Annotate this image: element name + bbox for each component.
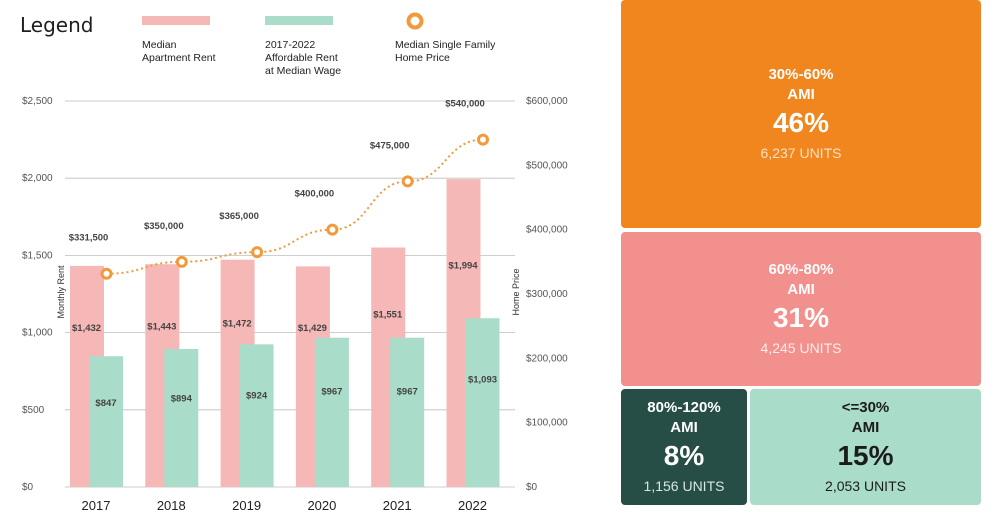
label-afford-2017: $847 — [95, 398, 116, 409]
ami-percent-1: 31% — [772, 302, 830, 333]
legend-label-2-1: Home Price — [395, 52, 450, 64]
y-tick-label-5: $2,500 — [22, 96, 53, 107]
x-tick-label-2018: 2018 — [157, 498, 186, 513]
legend-label-1-2: at Median Wage — [265, 65, 341, 77]
price-label-2020: $400,000 — [295, 189, 335, 200]
ami-tile-3: <=30% AMI 15% 2,053 UNITS — [750, 389, 981, 505]
bar-afford-2021 — [390, 337, 425, 487]
ami-range-2-1: AMI — [670, 419, 698, 436]
x-tick-label-2022: 2022 — [458, 498, 487, 513]
price-point-2022 — [477, 133, 489, 146]
ami-percent-0: 46% — [772, 107, 830, 138]
y-axis-title: Monthly Rent — [56, 265, 66, 319]
x-tick-label-2021: 2021 — [383, 498, 412, 513]
y-tick-label-1: $500 — [22, 405, 45, 416]
ami-units-0: 6,237 UNITS — [760, 145, 842, 161]
bar-afford-2022 — [465, 318, 500, 487]
legend-label-0-1: Apartment Rent — [142, 52, 216, 64]
legend-label-1-0: 2017-2022 — [265, 39, 315, 51]
x-tick-label-2019: 2019 — [232, 498, 261, 513]
label-afford-2019: $924 — [246, 391, 268, 402]
price-point-2017 — [100, 267, 113, 280]
legend-label-1-1: Affordable Rent — [265, 52, 338, 64]
chart-bars — [70, 179, 500, 487]
bar-afford-2019 — [239, 344, 274, 487]
legend-label-2-0: Median Single Family — [395, 39, 496, 51]
label-rent-2022: $1,994 — [449, 260, 479, 271]
legend-marker-0 — [142, 16, 210, 25]
ami-tile-2: 80%-120% AMI 8% 1,156 UNITS — [621, 389, 747, 505]
price-point-2019 — [251, 246, 264, 259]
chart-price-line — [100, 133, 489, 280]
ami-range-0-0: 30%-60% — [768, 66, 834, 83]
chart-labels: $1,432 $847 $1,443 $894 $1,472 $924 $1,429 $967… — [69, 99, 497, 409]
y2-tick-label-6: $600,000 — [526, 96, 568, 107]
chart-axes: $0 $500 $1,000 $1,500 $2,000 $2,500 $0 $100,000… — [22, 96, 568, 513]
price-label-2018: $350,000 — [144, 221, 184, 232]
price-point-2018 — [175, 255, 188, 268]
ami-tile-0: 30%-60% AMI 46% 6,237 UNITS — [621, 0, 981, 228]
ami-percent-2: 8% — [663, 440, 705, 471]
x-tick-label-2017: 2017 — [82, 498, 111, 513]
label-rent-2021: $1,551 — [373, 310, 403, 321]
ami-units-3: 2,053 UNITS — [825, 478, 906, 494]
price-label-2019: $365,000 — [219, 211, 259, 222]
price-label-2021: $475,000 — [370, 140, 410, 151]
label-rent-2018: $1,443 — [147, 322, 176, 333]
ami-units-1: 4,245 UNITS — [760, 340, 842, 356]
y2-axis-title: Home Price — [511, 268, 521, 315]
y2-tick-label-0: $0 — [526, 482, 538, 493]
ami-percent-3: 15% — [837, 440, 894, 471]
legend-label-0-0: Median — [142, 39, 177, 51]
y2-tick-label-2: $200,000 — [526, 353, 568, 364]
price-point-2021 — [401, 175, 414, 188]
y2-tick-label-1: $100,000 — [526, 418, 568, 429]
label-rent-2019: $1,472 — [223, 318, 252, 329]
ami-range-3-1: AMI — [851, 419, 880, 436]
x-tick-label-2020: 2020 — [307, 498, 336, 513]
chart-gridlines — [65, 100, 515, 488]
ami-range-0-1: AMI — [787, 86, 815, 103]
y-tick-label-0: $0 — [22, 482, 34, 493]
label-afford-2021: $967 — [397, 386, 418, 397]
label-rent-2017: $1,432 — [72, 323, 101, 334]
y2-tick-label-5: $500,000 — [526, 160, 568, 171]
ami-tile-1: 60%-80% AMI 31% 4,245 UNITS — [621, 232, 981, 386]
bar-afford-2018 — [164, 348, 199, 487]
legend-title: Legend — [20, 13, 93, 37]
label-afford-2018: $894 — [171, 393, 193, 404]
y2-tick-label-3: $300,000 — [526, 289, 568, 300]
legend-marker-1 — [265, 16, 333, 25]
price-point-2020 — [326, 223, 339, 236]
bar-afford-2020 — [314, 337, 349, 487]
label-afford-2020: $967 — [321, 386, 342, 397]
label-afford-2022: $1,093 — [468, 374, 497, 385]
y2-tick-label-4: $400,000 — [526, 225, 568, 236]
y-tick-label-4: $2,000 — [22, 173, 53, 184]
legend-marker-2 — [406, 12, 424, 30]
label-rent-2020: $1,429 — [298, 323, 327, 334]
bar-afford-2017 — [89, 356, 123, 487]
ami-range-1-0: 60%-80% — [768, 261, 834, 278]
y-tick-label-3: $1,500 — [22, 250, 53, 261]
ami-range-3-0: <=30% — [841, 399, 890, 416]
y-tick-label-2: $1,000 — [22, 328, 53, 339]
price-line — [106, 138, 484, 275]
ami-range-2-0: 80%-120% — [647, 399, 721, 416]
price-label-2017: $331,500 — [69, 233, 109, 244]
price-label-2022: $540,000 — [445, 99, 485, 110]
ami-units-2: 1,156 UNITS — [643, 478, 725, 494]
ami-range-1-1: AMI — [787, 281, 815, 298]
